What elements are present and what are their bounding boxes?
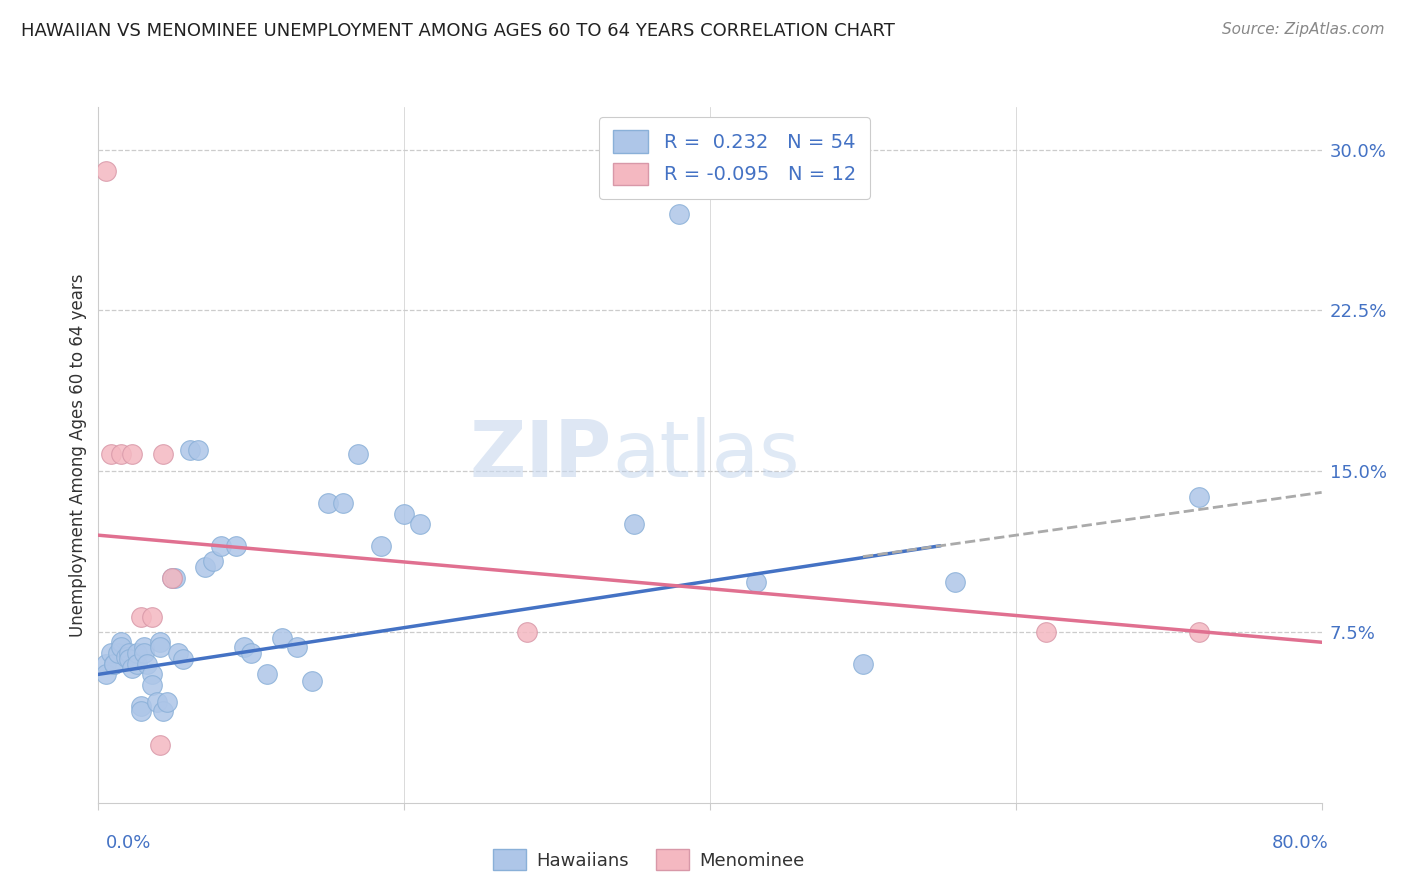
Point [156,695,179,709]
Point [152,447,174,461]
Point [145,695,167,709]
Point [270,631,292,645]
Point [209,539,232,553]
Point [118,652,141,666]
Point [745,575,768,590]
Legend: Hawaiians, Menominee: Hawaiians, Menominee [486,842,811,877]
Point [94,667,117,681]
Point [187,442,209,457]
Point [129,609,152,624]
Point [392,507,416,521]
Y-axis label: Unemployment Among Ages 60 to 64 years: Unemployment Among Ages 60 to 64 years [69,273,87,637]
Point [118,646,141,660]
Point [129,704,152,718]
Point [121,447,143,461]
Point [110,640,132,654]
Point [152,704,174,718]
Point [1035,624,1057,639]
Point [141,667,163,681]
Point [100,447,122,461]
Point [202,554,225,568]
Point [668,207,690,221]
Point [149,635,172,649]
Point [115,650,138,665]
Point [100,646,122,660]
Point [125,657,148,671]
Point [160,571,183,585]
Point [256,667,278,681]
Point [623,517,645,532]
Point [852,657,875,671]
Point [516,624,538,639]
Point [167,646,190,660]
Point [125,646,148,660]
Point [179,442,201,457]
Point [141,678,163,692]
Point [240,646,263,660]
Point [316,496,339,510]
Point [332,496,354,510]
Point [194,560,217,574]
Point [110,447,132,461]
Point [129,699,152,714]
Point [370,539,392,553]
Point [110,635,132,649]
Point [163,571,186,585]
Text: 80.0%: 80.0% [1272,834,1329,852]
Point [134,640,156,654]
Point [301,673,323,688]
Point [94,164,117,178]
Point [160,571,183,585]
Text: atlas: atlas [612,417,800,493]
Point [172,652,194,666]
Text: 0.0%: 0.0% [105,834,150,852]
Point [347,447,370,461]
Point [225,539,247,553]
Point [107,646,129,660]
Text: ZIP: ZIP [470,417,612,493]
Point [285,640,308,654]
Point [1188,490,1211,504]
Point [943,575,966,590]
Point [408,517,430,532]
Text: Source: ZipAtlas.com: Source: ZipAtlas.com [1222,22,1385,37]
Text: HAWAIIAN VS MENOMINEE UNEMPLOYMENT AMONG AGES 60 TO 64 YEARS CORRELATION CHART: HAWAIIAN VS MENOMINEE UNEMPLOYMENT AMONG… [21,22,896,40]
Point [94,657,117,671]
Point [1188,624,1211,639]
Point [121,661,143,675]
Point [149,640,172,654]
Point [149,738,172,752]
Point [136,657,159,671]
Point [141,609,163,624]
Point [103,657,125,671]
Point [134,646,156,660]
Point [103,657,125,671]
Point [232,640,254,654]
